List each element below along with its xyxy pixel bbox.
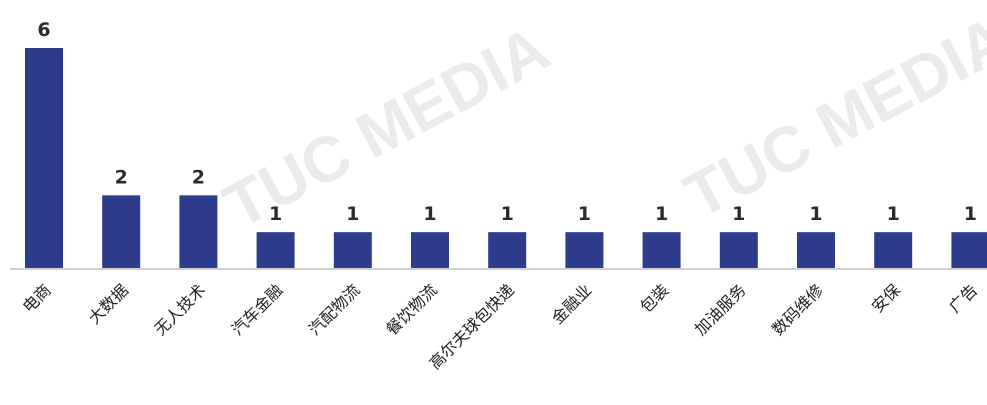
value-label: 1	[346, 203, 359, 225]
category-label: 安保	[868, 280, 904, 316]
value-label: 1	[887, 203, 900, 225]
value-label: 1	[732, 203, 745, 225]
bar	[25, 48, 63, 269]
category-label: 大数据	[85, 280, 132, 327]
value-label: 6	[37, 19, 50, 41]
value-label: 1	[655, 203, 668, 225]
category-label: 无人技术	[151, 280, 210, 339]
bar	[797, 232, 835, 269]
value-label: 1	[269, 203, 282, 225]
bar	[333, 232, 372, 269]
value-label: 2	[115, 166, 128, 188]
bars-layer	[25, 48, 987, 269]
category-label: 数码维修	[768, 280, 827, 339]
value-label: 2	[192, 166, 205, 188]
bar	[411, 232, 449, 269]
category-label: 餐饮物流	[382, 280, 441, 339]
bar	[565, 232, 604, 269]
category-label: 广告	[945, 280, 981, 316]
value-label: 1	[423, 203, 436, 225]
value-label: 1	[578, 203, 591, 225]
bar	[179, 195, 218, 269]
category-label: 金融业	[548, 280, 595, 327]
value-label: 1	[964, 203, 977, 225]
bar	[642, 232, 681, 269]
watermark-text: TUC MEDIA	[673, 2, 987, 232]
watermark-layer: TUC MEDIA TUC MEDIA	[213, 2, 987, 242]
bar	[951, 232, 987, 269]
value-label: 1	[809, 203, 822, 225]
bar	[256, 232, 295, 269]
bar	[102, 195, 141, 269]
category-label: 电商	[19, 280, 55, 316]
category-label: 汽配物流	[305, 280, 364, 339]
category-label: 汽车金融	[228, 280, 287, 339]
category-label: 加油服务	[691, 280, 750, 339]
bar	[874, 232, 913, 269]
bar	[719, 232, 758, 269]
category-label: 包装	[636, 280, 672, 316]
value-label: 1	[501, 203, 514, 225]
bar	[488, 232, 527, 269]
